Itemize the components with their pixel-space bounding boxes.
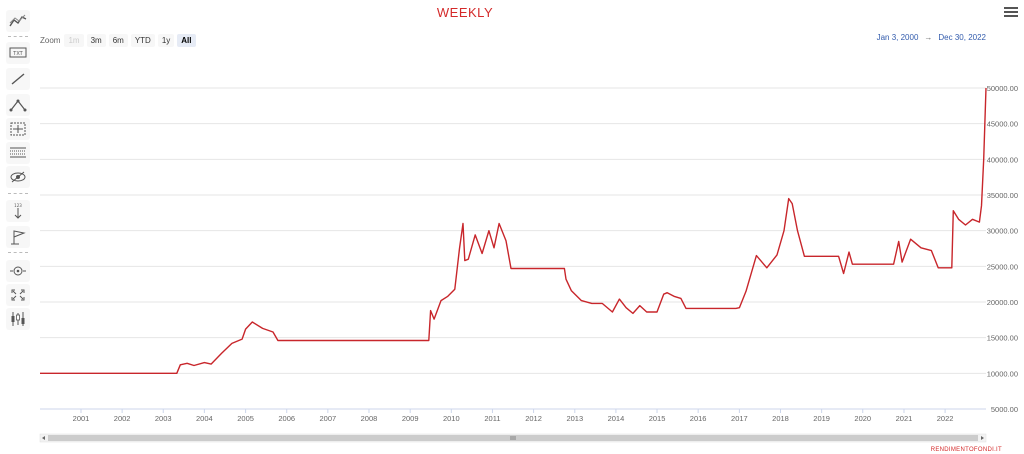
y-tick-label: 15000.00: [987, 334, 1018, 343]
fullscreen-icon[interactable]: [6, 284, 30, 306]
x-tick-label: 2008: [361, 414, 378, 423]
x-axis-labels: 2001 2002 2003 2004 2005 2006 2007 2008 2009 2010…: [73, 414, 954, 423]
x-tick-label: 2015: [649, 414, 666, 423]
zoom-1y-button[interactable]: 1y: [157, 33, 175, 47]
vertical-arrow-icon[interactable]: 123: [6, 200, 30, 222]
fibonacci-icon[interactable]: [6, 142, 30, 164]
x-tick-label: 2018: [772, 414, 789, 423]
zoom-change-icon[interactable]: [6, 260, 30, 282]
hamburger-menu-icon[interactable]: [1004, 7, 1018, 19]
y-tick-label: 25000.00: [987, 262, 1018, 271]
zoom-all-button[interactable]: All: [177, 33, 196, 47]
x-tick-label: 2010: [443, 414, 460, 423]
y-tick-label: 20000.00: [987, 298, 1018, 307]
y-tick-label: 45000.00: [987, 120, 1018, 129]
x-tick-label: 2005: [237, 414, 254, 423]
series-group: [40, 87, 987, 374]
text-annotation-icon[interactable]: TXT: [6, 42, 30, 64]
x-tick-label: 2021: [896, 414, 913, 423]
zoom-3m-button[interactable]: 3m: [86, 33, 106, 47]
flag-icon[interactable]: [6, 226, 30, 248]
toggle-annotations-icon[interactable]: [6, 166, 30, 188]
gridlines: [40, 87, 986, 413]
x-tick-label: 2014: [608, 414, 625, 423]
toolbar-divider: [8, 193, 28, 194]
range-arrow: →: [924, 33, 933, 42]
zoom-label: Zoom: [40, 35, 61, 45]
x-tick-label: 2013: [566, 414, 583, 423]
toolbar-divider: [8, 252, 28, 253]
stock-tools-toolbar: TXT 123: [4, 4, 32, 334]
zoom-1m-button[interactable]: 1m: [64, 33, 84, 47]
y-tick-label: 30000.00: [987, 227, 1018, 236]
scrollbar-grip-icon: [510, 436, 516, 440]
x-tick-label: 2009: [402, 414, 419, 423]
measure-icon[interactable]: [6, 118, 30, 140]
x-tick-label: 2011: [484, 414, 500, 423]
y-tick-label: 5000.00: [991, 405, 1018, 414]
line-tool-icon[interactable]: [6, 68, 30, 90]
range-from-input[interactable]: Jan 3, 2000: [876, 33, 919, 42]
x-tick-label: 2012: [525, 414, 542, 423]
svg-text:TXT: TXT: [12, 51, 23, 57]
series-line: [40, 87, 987, 374]
series-type-icon[interactable]: [6, 308, 30, 330]
x-tick-label: 2001: [73, 414, 90, 423]
y-tick-label: 40000.00: [987, 155, 1018, 164]
toolbar-divider: [8, 36, 28, 37]
x-tick-label: 2016: [690, 414, 707, 423]
elliott-wave-icon[interactable]: [6, 94, 30, 116]
zoom-6m-button[interactable]: 6m: [108, 33, 128, 47]
x-tick-label: 2022: [937, 414, 954, 423]
y-axis-labels: 5000.00 10000.00 15000.00 20000.00 25000.00 3…: [987, 84, 1018, 414]
svg-text:123: 123: [14, 203, 22, 208]
x-tick-label: 2017: [731, 414, 748, 423]
x-tick-label: 2003: [155, 414, 172, 423]
range-to-input[interactable]: Dec 30, 2022: [938, 33, 986, 42]
chart-title: WEEKLY: [436, 5, 494, 20]
range-selector: Zoom 1m 3m 6m YTD 1y All: [40, 33, 199, 47]
x-tick-label: 2007: [320, 414, 337, 423]
x-tick-label: 2019: [813, 414, 830, 423]
x-tick-label: 2020: [854, 414, 871, 423]
scroll-left-icon[interactable]: [42, 436, 45, 440]
credit-text: RENDIMENTOFONDI.IT: [930, 447, 1002, 453]
x-tick-label: 2006: [278, 414, 295, 423]
y-tick-label: 50000.00: [987, 84, 1018, 93]
indicators-icon[interactable]: [6, 10, 30, 32]
zoom-ytd-button[interactable]: YTD: [130, 33, 155, 47]
scroll-right-icon[interactable]: [981, 436, 984, 440]
navigator-scrollbar: [39, 433, 987, 443]
x-tick-label: 2004: [196, 414, 213, 423]
y-tick-label: 10000.00: [987, 369, 1018, 378]
y-tick-label: 35000.00: [987, 191, 1018, 200]
date-range-display: Jan 3, 2000 → Dec 30, 2022: [877, 33, 986, 42]
x-tick-label: 2002: [114, 414, 131, 423]
